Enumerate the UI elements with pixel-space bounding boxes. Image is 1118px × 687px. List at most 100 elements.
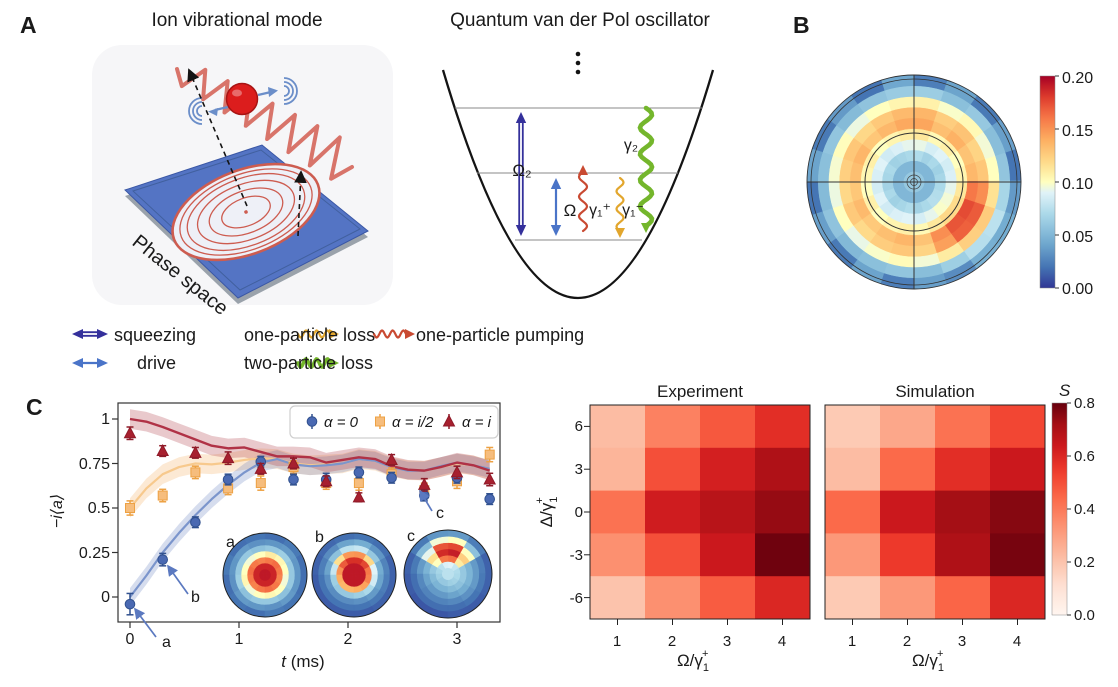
dashed-arrow-right xyxy=(294,170,307,237)
ion-highlight xyxy=(232,89,242,97)
panel-b-label: B xyxy=(793,12,810,38)
cb-s-tick: 0.0 xyxy=(1074,607,1095,624)
y-tick: 0 xyxy=(101,589,110,606)
potential-parabola xyxy=(441,69,715,299)
simulation-xlabel: Ω/γ1+ xyxy=(912,648,944,674)
panel-b-colorbar: 0.20 0.15 0.10 0.05 0.00 xyxy=(1039,70,1093,298)
phase-space-plate: Phase space xyxy=(124,144,369,320)
dynamics-legend: α = 0 α = i/2 α = i xyxy=(289,405,499,439)
annotation-label-b: b xyxy=(191,589,200,606)
heatmap-tick-marks xyxy=(584,425,1018,625)
legend-alpha-0: α = 0 xyxy=(324,414,359,431)
heatmap-ylabel: Δ/γ1+ xyxy=(534,497,560,528)
y-tick: 0.75 xyxy=(79,456,110,473)
experiment-xlabel: Ω/γ1+ xyxy=(677,648,709,674)
hm-y-tick: 0 xyxy=(575,504,583,521)
legend-markers xyxy=(306,414,456,429)
annotation-label-c: c xyxy=(436,505,444,522)
hm-x-tick: 3 xyxy=(723,633,731,650)
legend-symbols xyxy=(72,329,415,370)
vdp-potential-diagram: Ω₂ Ω γ₁⁺ γ₁⁻ γ₂ xyxy=(441,51,715,299)
cb-b-tick: 0.20 xyxy=(1062,70,1093,87)
cb-b-tick: 0.10 xyxy=(1062,176,1093,193)
ion-motion-arrows xyxy=(188,77,298,125)
cb-s-tick: 0.4 xyxy=(1074,501,1095,518)
simulation-heatmap xyxy=(825,405,1046,620)
gamma2-label: γ₂ xyxy=(624,137,638,154)
inset-label-a: a xyxy=(226,534,235,551)
legend-alpha-i2: α = i/2 xyxy=(392,414,434,431)
wigner-insets: a b c xyxy=(222,528,493,619)
simulation-title: Simulation xyxy=(895,382,974,401)
inset-b-outline xyxy=(311,532,397,618)
dashed-arrow-left xyxy=(187,68,248,207)
legend-drive: drive xyxy=(137,353,176,373)
spring-icon xyxy=(175,67,354,181)
annotation-arrow-b xyxy=(167,564,189,595)
panel-a-title-ion: Ion vibrational mode xyxy=(151,10,322,31)
dynamics-plot-area xyxy=(123,409,497,616)
experiment-title: Experiment xyxy=(657,382,743,401)
inset-b-polar-heatmap xyxy=(311,532,397,618)
gamma1-plus-label: γ₁⁺ xyxy=(589,202,611,219)
s-colorbar-gradient xyxy=(1051,402,1068,616)
dynamics-xlabel: t (ms) xyxy=(281,652,324,671)
s-colorbar-tick-marks xyxy=(1067,402,1071,616)
inset-a-polar-heatmap xyxy=(222,532,308,618)
hm-y-tick: -6 xyxy=(570,590,583,607)
polar-grid-overlay xyxy=(806,74,1022,290)
dynamics-ylabel: −i⟨a⟩ xyxy=(49,494,66,528)
hm-x-tick: 4 xyxy=(778,633,786,650)
y-tick: 0.25 xyxy=(79,545,110,562)
omega2-label: Ω₂ xyxy=(512,161,531,180)
x-tick: 2 xyxy=(344,631,353,648)
x-tick: 1 xyxy=(235,631,244,648)
inset-label-b: b xyxy=(315,529,324,546)
legend-squeezing: squeezing xyxy=(114,325,196,345)
simulation-box xyxy=(824,404,1046,620)
inset-a-outline xyxy=(222,532,308,618)
y-tick: 0.5 xyxy=(88,500,110,517)
inset-label-c: c xyxy=(407,528,415,545)
x-tick: 3 xyxy=(453,631,462,648)
s-colorbar-title: S xyxy=(1059,381,1071,400)
panel-a-legend: squeezing one-particle loss one-particle… xyxy=(72,325,584,373)
transition-arrows xyxy=(515,105,655,238)
annotation-arrow-c xyxy=(419,489,433,512)
phase-space-disk xyxy=(171,162,321,262)
gamma1-minus-label: γ₁⁻ xyxy=(622,202,644,219)
hm-x-tick: 4 xyxy=(1013,633,1021,650)
hm-y-tick: -3 xyxy=(570,547,583,564)
hm-y-tick: 3 xyxy=(575,461,583,478)
ion-ball-icon xyxy=(225,82,259,116)
hm-x-tick: 3 xyxy=(958,633,966,650)
point-annotations: a b c xyxy=(134,489,444,651)
dynamics-tick-marks xyxy=(112,418,458,628)
cb-s-tick: 0.8 xyxy=(1074,395,1095,412)
cb-s-tick: 0.2 xyxy=(1074,554,1095,571)
panel-c-label: C xyxy=(26,394,43,420)
x-tick: 0 xyxy=(126,631,135,648)
omega-label: Ω xyxy=(564,201,577,220)
legend-box xyxy=(289,405,499,439)
hm-x-tick: 2 xyxy=(903,633,911,650)
inset-c-outline xyxy=(403,529,493,619)
hm-x-tick: 1 xyxy=(613,633,621,650)
colorbar-tick-marks xyxy=(1055,75,1059,289)
hm-x-tick: 2 xyxy=(668,633,676,650)
panel-a-label: A xyxy=(20,12,37,38)
legend-one-particle-pumping: one-particle pumping xyxy=(416,325,584,345)
experiment-heatmap xyxy=(590,405,811,620)
legend-two-particle-loss: two-particle loss xyxy=(244,353,373,373)
cb-b-tick: 0.00 xyxy=(1062,281,1093,298)
hm-x-tick: 1 xyxy=(848,633,856,650)
dynamics-axes-box xyxy=(117,402,501,623)
legend-alpha-i: α = i xyxy=(462,414,492,431)
annotation-label-a: a xyxy=(162,634,171,651)
colorbar-gradient xyxy=(1039,75,1056,289)
panel-a-title-vdp: Quantum van der Pol oscillator xyxy=(450,10,710,31)
hm-y-tick: 6 xyxy=(575,418,583,435)
limit-cycle-spiral-icon xyxy=(171,162,321,262)
